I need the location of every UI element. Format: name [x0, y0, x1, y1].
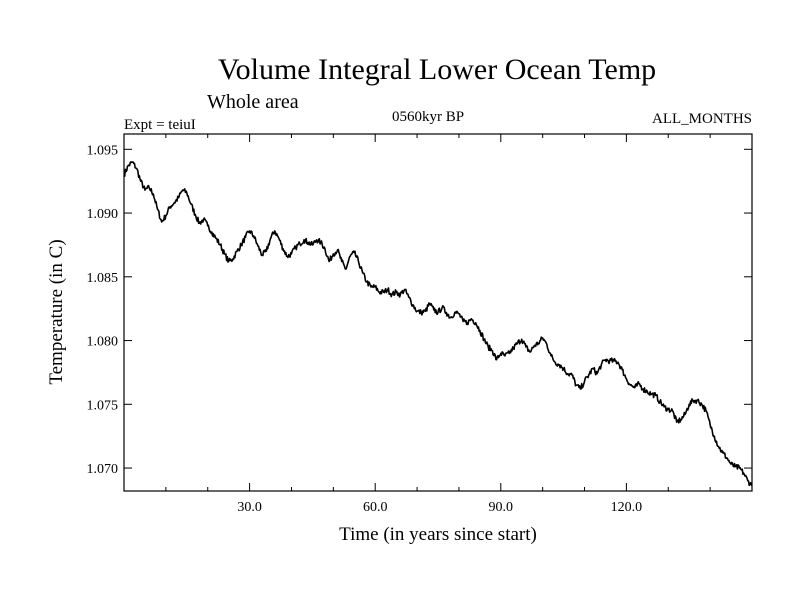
- y-tick-label: 1.095: [87, 143, 119, 158]
- y-tick-label: 1.090: [87, 207, 119, 222]
- period-label: 0560kyr BP: [392, 109, 464, 125]
- x-axis-label: Time (in years since start): [339, 524, 537, 545]
- plot-frame: [123, 133, 753, 492]
- y-tick-label: 1.075: [87, 398, 119, 413]
- months-label: ALL_MONTHS: [652, 111, 752, 127]
- x-tick-label: 30.0: [237, 500, 262, 515]
- y-axis: 1.070 1.075 1.080 1.085 1.090 1.095: [87, 143, 752, 477]
- x-tick-label: 120.0: [611, 500, 643, 515]
- chart-subtitle: Whole area: [207, 91, 299, 113]
- temperature-series-line: [123, 161, 753, 487]
- y-axis-label: Temperature (in C): [46, 239, 67, 384]
- y-tick-label: 1.070: [87, 462, 119, 477]
- y-tick-label: 1.085: [87, 271, 119, 286]
- y-tick-label: 1.080: [87, 335, 119, 350]
- chart-title: Volume Integral Lower Ocean Temp: [218, 53, 656, 86]
- x-tick-label: 90.0: [489, 500, 514, 515]
- x-tick-label: 60.0: [363, 500, 388, 515]
- x-axis: 30.0 60.0 90.0 120.0: [165, 134, 711, 515]
- experiment-label: Expt = teiuI: [124, 117, 196, 133]
